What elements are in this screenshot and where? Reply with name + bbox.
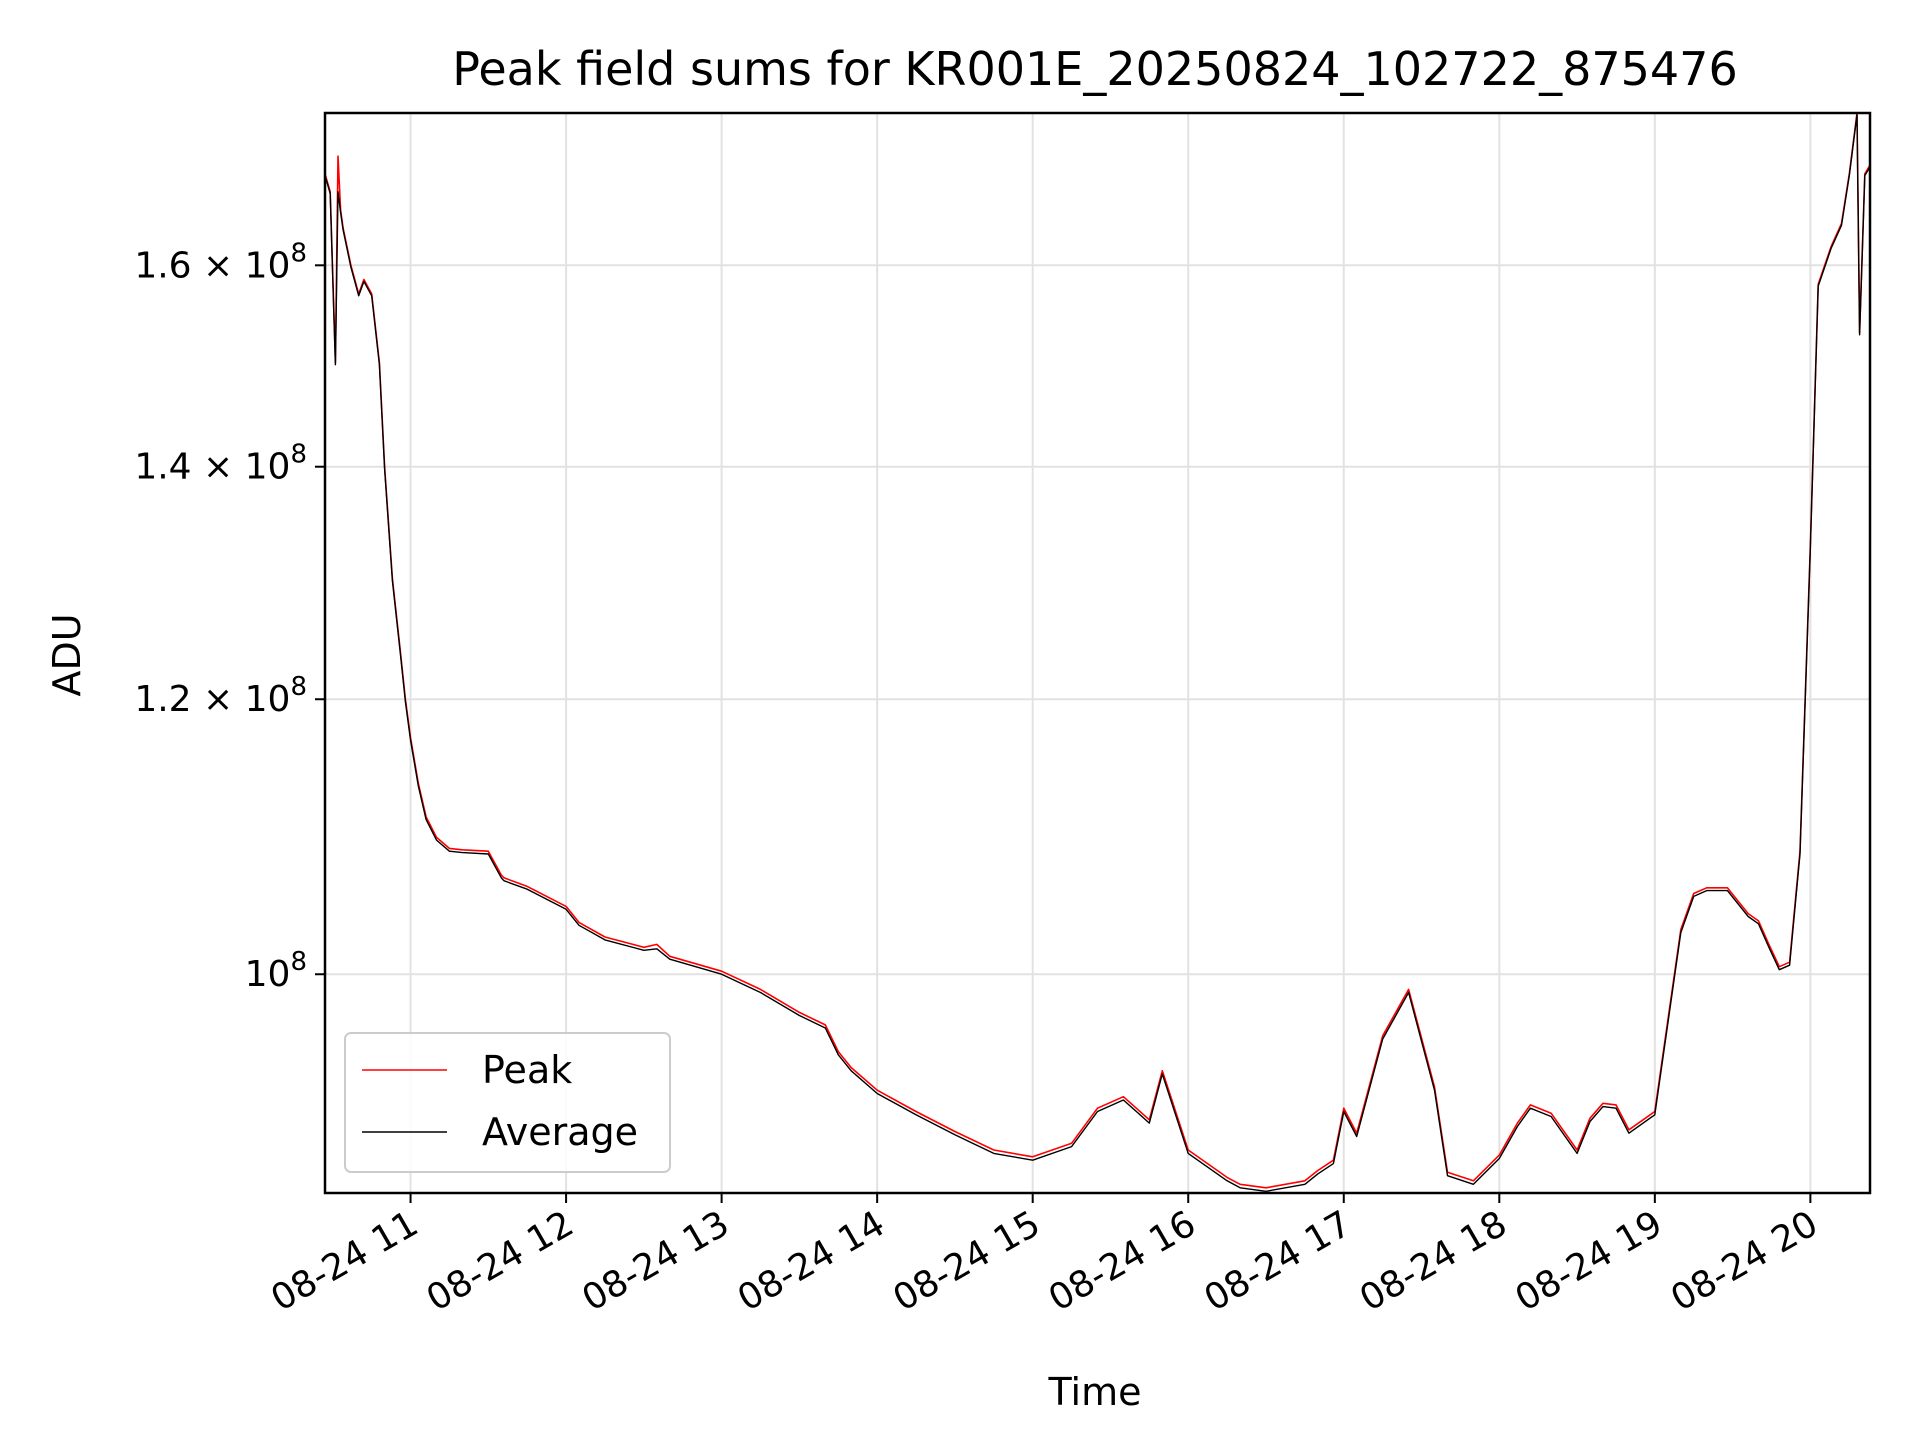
y-tick-label: 1.2 × 108	[134, 672, 307, 720]
y-axis-label: ADU	[45, 613, 89, 696]
y-tick-label-base: 1.2 × 10	[134, 679, 290, 720]
series-group	[324, 112, 1871, 1193]
y-tick-label-exponent: 8	[290, 672, 307, 702]
x-axis-label: Time	[1048, 1370, 1142, 1414]
legend: Peak Average	[344, 1032, 671, 1173]
plot-area-frame	[323, 111, 1872, 1195]
series-line-average	[324, 113, 1871, 1193]
legend-box	[344, 1032, 671, 1173]
y-tick-label: 1.6 × 108	[134, 238, 307, 286]
y-tick-label-exponent: 8	[290, 440, 307, 470]
legend-label-average: Average	[482, 1110, 638, 1154]
chart-title: Peak field sums for KR001E_20250824_1027…	[452, 42, 1737, 96]
grid	[325, 113, 1870, 1193]
y-tick-label: 1.4 × 108	[134, 440, 307, 488]
y-tick-label-exponent: 8	[290, 238, 307, 268]
y-tick-label-base: 1.6 × 10	[134, 245, 290, 286]
y-tick-label-exponent: 8	[290, 947, 307, 977]
y-tick-label-base: 10	[245, 954, 291, 995]
y-tick-label: 108	[245, 947, 307, 995]
legend-label-peak: Peak	[482, 1048, 572, 1092]
y-tick-label-base: 1.4 × 10	[134, 447, 290, 488]
